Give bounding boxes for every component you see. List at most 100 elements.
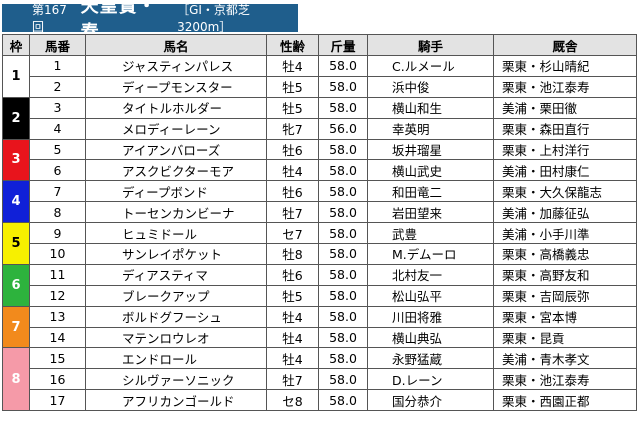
trainer-cell: 栗東・大久保龍志 — [493, 180, 637, 203]
table-row: 17 アフリカンゴールド セ8 58.0 国分恭介 栗東・西園正都 — [3, 389, 637, 412]
table-row: 7 13 ボルドグフーシュ 牡4 58.0 川田将雅 栗東・宮本博 — [2, 305, 637, 349]
sex-age-cell: 牡7 — [266, 201, 319, 224]
horse-name-cell: アフリカンゴールド — [85, 389, 267, 412]
table-row: 6 11 ディアスティマ 牡6 58.0 北村友一 栗東・高野友和 — [2, 263, 637, 307]
table-row: 2 ディープモンスター 牡5 58.0 浜中俊 栗東・池江泰寿 — [3, 75, 637, 98]
jockey-cell: 横山典弘 — [367, 326, 494, 349]
horse-number-cell: 13 — [29, 305, 86, 328]
horse-number-cell: 15 — [29, 347, 86, 370]
table-body: 1 1 ジャスティンパレス 牡4 58.0 C.ルメール 栗東・杉山晴紀 2 ディープモンスター… — [2, 55, 637, 412]
jockey-cell: 武豊 — [367, 222, 494, 245]
horse-number-cell: 5 — [29, 138, 86, 161]
weight-cell: 58.0 — [318, 201, 368, 224]
sex-age-cell: 牡4 — [266, 305, 319, 328]
jockey-cell: 岩田望来 — [367, 201, 494, 224]
col-header-horse: 馬名 — [85, 34, 267, 56]
waku-cell: 8 — [2, 347, 30, 412]
col-header-sexage: 性齢 — [266, 34, 319, 56]
horse-name-cell: タイトルホルダー — [85, 96, 267, 119]
waku-cell: 3 — [2, 138, 30, 182]
jockey-cell: 永野猛蔵 — [367, 347, 494, 370]
horse-name-cell: シルヴァーソニック — [85, 368, 267, 391]
entry-table: 枠 馬番 馬名 性齢 斤量 騎手 厩舎 1 1 ジャスティンパレス 牡4 58.0 C.ル… — [2, 34, 637, 412]
weight-cell: 58.0 — [318, 347, 368, 370]
weight-cell: 58.0 — [318, 159, 368, 182]
waku-cell: 5 — [2, 222, 30, 265]
horse-name-cell: ブレークアップ — [85, 284, 267, 307]
table-row: 3 5 アイアンバローズ 牡6 58.0 坂井瑠星 栗東・上村洋行 — [2, 138, 637, 182]
jockey-cell: 坂井瑠星 — [367, 138, 494, 161]
sex-age-cell: 牡4 — [266, 55, 319, 77]
weight-cell: 58.0 — [318, 389, 368, 412]
trainer-cell: 美浦・田村康仁 — [493, 159, 637, 182]
jockey-cell: 川田将雅 — [367, 305, 494, 328]
table-row: 16 シルヴァーソニック 牡7 58.0 D.レーン 栗東・池江泰寿 — [3, 368, 637, 391]
horse-name-cell: ヒュミドール — [85, 222, 267, 245]
sex-age-cell: 牝7 — [266, 117, 319, 140]
trainer-cell: 美浦・小手川準 — [493, 222, 637, 245]
jockey-cell: 北村友一 — [367, 263, 494, 286]
sex-age-cell: 牡4 — [266, 159, 319, 182]
horse-number-cell: 3 — [29, 96, 86, 119]
waku-cell: 7 — [2, 305, 30, 349]
trainer-cell: 栗東・池江泰寿 — [493, 75, 637, 98]
sex-age-cell: 牡6 — [266, 263, 319, 286]
col-header-trainer: 厩舎 — [493, 34, 637, 56]
weight-cell: 58.0 — [318, 222, 368, 245]
col-header-number: 馬番 — [29, 34, 86, 56]
sex-age-cell: セ7 — [266, 222, 319, 245]
jockey-cell: 横山武史 — [367, 159, 494, 182]
weight-cell: 58.0 — [318, 96, 368, 119]
table-row: 8 トーセンカンビーナ 牡7 58.0 岩田望来 美浦・加藤征弘 — [3, 201, 637, 224]
sex-age-cell: 牡7 — [266, 368, 319, 391]
sex-age-cell: 牡5 — [266, 75, 319, 98]
weight-cell: 58.0 — [318, 368, 368, 391]
horse-name-cell: ディープモンスター — [85, 75, 267, 98]
race-info: ［GⅠ・京都芝3200m］ — [177, 3, 250, 34]
trainer-cell: 美浦・栗田徹 — [493, 96, 637, 119]
jockey-cell: 国分恭介 — [367, 389, 494, 412]
race-title-bar: 第167回 天皇賞・春 ［GⅠ・京都芝3200m］ — [2, 0, 298, 43]
table-row: 12 ブレークアップ 牡5 58.0 松山弘平 栗東・吉岡辰弥 — [3, 284, 637, 307]
horse-name-cell: ジャスティンパレス — [85, 55, 267, 77]
trainer-cell: 美浦・青木孝文 — [493, 347, 637, 370]
table-row: 6 アスクビクターモア 牡4 58.0 横山武史 美浦・田村康仁 — [3, 159, 637, 182]
col-header-waku: 枠 — [2, 34, 30, 56]
sex-age-cell: 牡4 — [266, 326, 319, 349]
jockey-cell: 横山和生 — [367, 96, 494, 119]
horse-name-cell: ボルドグフーシュ — [85, 305, 267, 328]
horse-name-cell: ディアスティマ — [85, 263, 267, 286]
horse-number-cell: 8 — [29, 201, 86, 224]
table-row: 8 15 エンドロール 牡4 58.0 永野猛蔵 美浦・青木孝文 — [2, 347, 637, 412]
horse-name-cell: メロディーレーン — [85, 117, 267, 140]
waku-cell: 2 — [2, 96, 30, 140]
weight-cell: 58.0 — [318, 55, 368, 77]
jockey-cell: D.レーン — [367, 368, 494, 391]
horse-name-cell: ディープボンド — [85, 180, 267, 203]
horse-number-cell: 7 — [29, 180, 86, 203]
sex-age-cell: 牡6 — [266, 138, 319, 161]
horse-number-cell: 17 — [29, 389, 86, 412]
trainer-cell: 栗東・昆貢 — [493, 326, 637, 349]
table-row: 2 3 タイトルホルダー 牡5 58.0 横山和生 美浦・栗田徹 — [2, 96, 637, 140]
table-row: 4 7 ディープボンド 牡6 58.0 和田竜二 栗東・大久保龍志 — [2, 180, 637, 224]
sex-age-cell: 牡8 — [266, 243, 319, 265]
jockey-cell: 幸英明 — [367, 117, 494, 140]
table-row: 14 マテンロウレオ 牡4 58.0 横山典弘 栗東・昆貢 — [3, 326, 637, 349]
horse-name-cell: トーセンカンビーナ — [85, 201, 267, 224]
table-row: 5 9 ヒュミドール セ7 58.0 武豊 美浦・小手川準 — [2, 222, 637, 265]
weight-cell: 56.0 — [318, 117, 368, 140]
horse-number-cell: 2 — [29, 75, 86, 98]
weight-cell: 58.0 — [318, 326, 368, 349]
horse-name-cell: エンドロール — [85, 347, 267, 370]
horse-number-cell: 10 — [29, 243, 86, 265]
col-header-weight: 斤量 — [318, 34, 368, 56]
trainer-cell: 栗東・吉岡辰弥 — [493, 284, 637, 307]
waku-cell: 6 — [2, 263, 30, 307]
table-row: 10 サンレイポケット 牡8 58.0 M.デムーロ 栗東・高橋義忠 — [3, 243, 637, 265]
horse-number-cell: 9 — [29, 222, 86, 245]
waku-cell: 4 — [2, 180, 30, 224]
jockey-cell: 和田竜二 — [367, 180, 494, 203]
sex-age-cell: 牡4 — [266, 347, 319, 370]
trainer-cell: 美浦・加藤征弘 — [493, 201, 637, 224]
